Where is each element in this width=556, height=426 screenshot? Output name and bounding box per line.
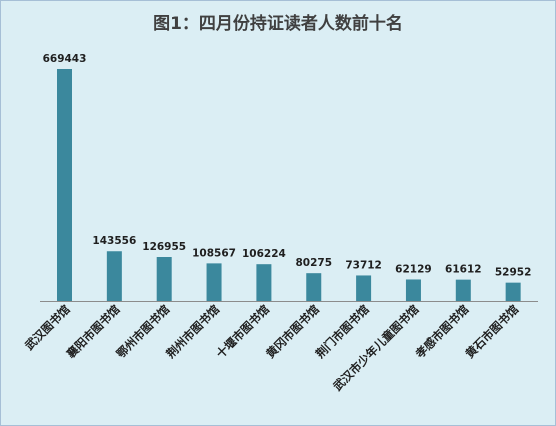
value-label-4: 108567 [192, 247, 236, 259]
value-label-9: 61612 [445, 264, 482, 276]
bar-9 [455, 279, 471, 301]
bar-8 [405, 279, 421, 301]
value-label-3: 126955 [142, 241, 186, 253]
value-label-5: 106224 [242, 248, 286, 260]
bar-2 [106, 251, 122, 301]
bar-6 [306, 273, 322, 301]
value-label-1: 669443 [43, 53, 87, 65]
bar-7 [356, 275, 372, 301]
bar-3 [156, 257, 172, 301]
bar-5 [256, 264, 272, 301]
category-label-8: 武汉市少年儿童图书馆 [330, 302, 422, 394]
category-label-2: 襄阳市图书馆 [63, 302, 123, 362]
category-label-10: 黄石市图书馆 [463, 302, 522, 361]
value-label-8: 62129 [395, 263, 432, 275]
value-label-10: 52952 [495, 267, 532, 279]
category-label-9: 孝感市图书馆 [412, 302, 472, 362]
bar-4 [206, 263, 222, 301]
value-label-7: 73712 [345, 259, 382, 271]
value-label-2: 143556 [92, 235, 136, 247]
value-label-6: 80275 [295, 257, 332, 269]
bar-10 [505, 282, 521, 301]
bar-1 [57, 69, 72, 301]
category-label-1: 武汉图书馆 [22, 302, 73, 353]
chart-title: 图1：四月份持证读者人数前十名 [153, 14, 403, 34]
